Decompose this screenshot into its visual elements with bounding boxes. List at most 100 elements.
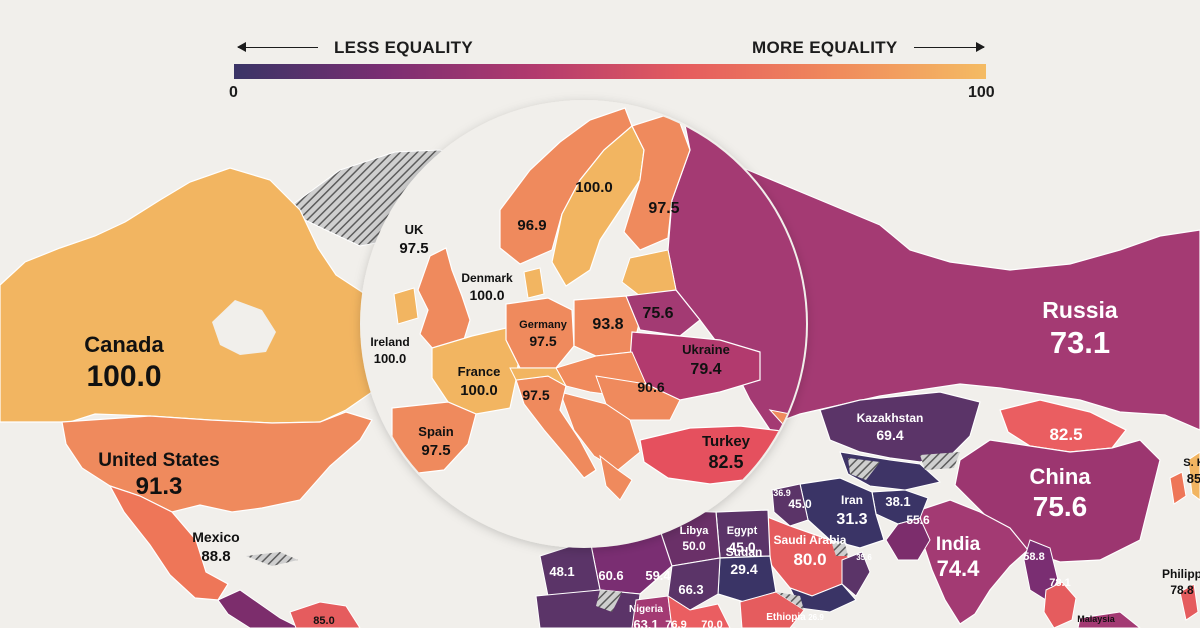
inset-value-denmark: 100.0 (469, 287, 504, 303)
europe-inset (362, 102, 806, 546)
inset-value-100-0: 100.0 (575, 179, 613, 196)
less-equality-label: LESS EQUALITY (334, 38, 473, 57)
inset-name-france: France (458, 364, 501, 379)
inset-balkans (559, 391, 641, 471)
region-name-kazakhstan: Kazakhstan (857, 411, 924, 425)
region-name-saudi-arabia: Saudi Arabia (774, 533, 847, 547)
kyrgyz-nodata (920, 452, 960, 470)
more-equality-label: MORE EQUALITY (752, 38, 898, 57)
inset-value-germany: 97.5 (529, 333, 556, 349)
region-name-s-k: S. K (1183, 457, 1200, 469)
region-name-canada: Canada (84, 332, 164, 357)
thailand-region (1043, 581, 1077, 628)
inset-name-denmark: Denmark (461, 271, 513, 285)
region-name-egypt: Egypt (727, 525, 758, 537)
india-region (919, 499, 1029, 625)
inset-name-turkey: Turkey (702, 433, 751, 450)
legend-min-label: 0 (229, 84, 238, 101)
region-value-philipp: 78.8 (1170, 583, 1194, 597)
region-value-59-4: 59.4 (645, 568, 671, 583)
ethiopia-region (739, 591, 805, 628)
region-name-mexico: Mexico (192, 529, 239, 545)
inset-value-ireland: 100.0 (374, 351, 407, 366)
inset-germany (505, 297, 575, 369)
japan-region (1187, 451, 1200, 501)
region-value-kazakhstan: 69.4 (876, 427, 903, 443)
iraq-region (771, 483, 809, 527)
caribbean-region (246, 552, 298, 566)
region-value-china: 75.6 (1033, 491, 1088, 522)
inset-value-uk: 97.5 (399, 240, 428, 257)
region-value-82-5: 82.5 (1049, 425, 1082, 444)
region-value-egypt: 45.0 (728, 539, 755, 555)
inset-value-75-6: 75.6 (642, 305, 673, 322)
inset-greece (599, 454, 633, 501)
region-value-76-9: 76.9 (665, 619, 686, 628)
inset-value-93-8: 93.8 (592, 316, 623, 333)
region-value-india: 74.4 (937, 556, 981, 581)
nigeria-region (631, 595, 673, 628)
philippines-region (1179, 583, 1199, 621)
region-name-india: India (936, 534, 981, 555)
region-value-48-1: 48.1 (549, 564, 574, 579)
region-value-45-0: 45.0 (788, 497, 812, 511)
mexico-region (108, 484, 229, 601)
inset-value-france: 100.0 (460, 382, 498, 399)
inset-name-germany: Germany (519, 319, 568, 331)
region-name-iran: Iran (841, 493, 863, 507)
inset-value-spain: 97.5 (421, 442, 450, 459)
region-name-sudan: Sudan (726, 545, 763, 559)
region-value-ethiopia: 76.9 (774, 625, 798, 628)
region-name-china: China (1029, 464, 1091, 489)
chad-region (667, 557, 721, 611)
region-value-sudan: 29.4 (730, 561, 757, 577)
inset-value-97-5: 97.5 (648, 200, 679, 217)
kazakhstan-region (819, 391, 981, 463)
inset-value-ukraine: 79.4 (690, 361, 721, 378)
inset-name-spain: Spain (418, 424, 453, 439)
less-arrow-icon (237, 42, 318, 52)
hudson-bay (212, 300, 276, 355)
pakistan-region (885, 517, 931, 561)
region-value-iran: 31.3 (836, 511, 867, 528)
region-value-s-k: 85 (1187, 471, 1200, 486)
oman-region (841, 551, 871, 597)
region-name-nigeria: Nigeria (629, 604, 663, 615)
inset-value-96-9: 96.9 (517, 217, 546, 234)
legend-max-label: 100 (968, 84, 995, 101)
inset-denmark (523, 267, 545, 299)
region-value-70-0: 70.0 (701, 619, 722, 628)
west-africa-region (535, 589, 641, 628)
region-name-ethiopia: Ethiopia (766, 612, 806, 623)
inset-name-ireland: Ireland (370, 335, 409, 349)
region-value-canada: 100.0 (86, 360, 161, 393)
inset-sweden (551, 125, 645, 287)
inset-value-97-5: 97.5 (522, 387, 549, 403)
more-arrow-icon (914, 42, 985, 52)
inset-value-90-6: 90.6 (637, 379, 664, 395)
region-value-38-1: 38.1 (885, 494, 910, 509)
region-value-nigeria: 63.1 (633, 617, 658, 628)
inset-ireland (393, 287, 419, 325)
region-name-united-states: United States (98, 450, 219, 471)
region-value-mexico: 88.8 (201, 548, 230, 565)
region-name-malaysia: Malaysia (1077, 614, 1116, 624)
inset-alps (509, 367, 568, 388)
colombia-region (289, 601, 361, 628)
gulf-nodata (832, 540, 848, 556)
central-africa-region (667, 595, 731, 628)
region-value-35-6: 35.6 (856, 553, 872, 562)
inset-finland (623, 111, 691, 251)
region-value-26-9: 26.9 (808, 613, 824, 622)
inset-value-turkey: 82.5 (708, 452, 743, 472)
region-value-55-6: 55.6 (906, 513, 930, 527)
malaysia-region (1077, 611, 1141, 628)
south-korea-region (1169, 471, 1187, 505)
region-value-85-0: 85.0 (313, 615, 334, 627)
inset-france (431, 327, 521, 415)
region-value-united-states: 91.3 (136, 473, 183, 500)
legend-gradient-bar (234, 64, 986, 79)
